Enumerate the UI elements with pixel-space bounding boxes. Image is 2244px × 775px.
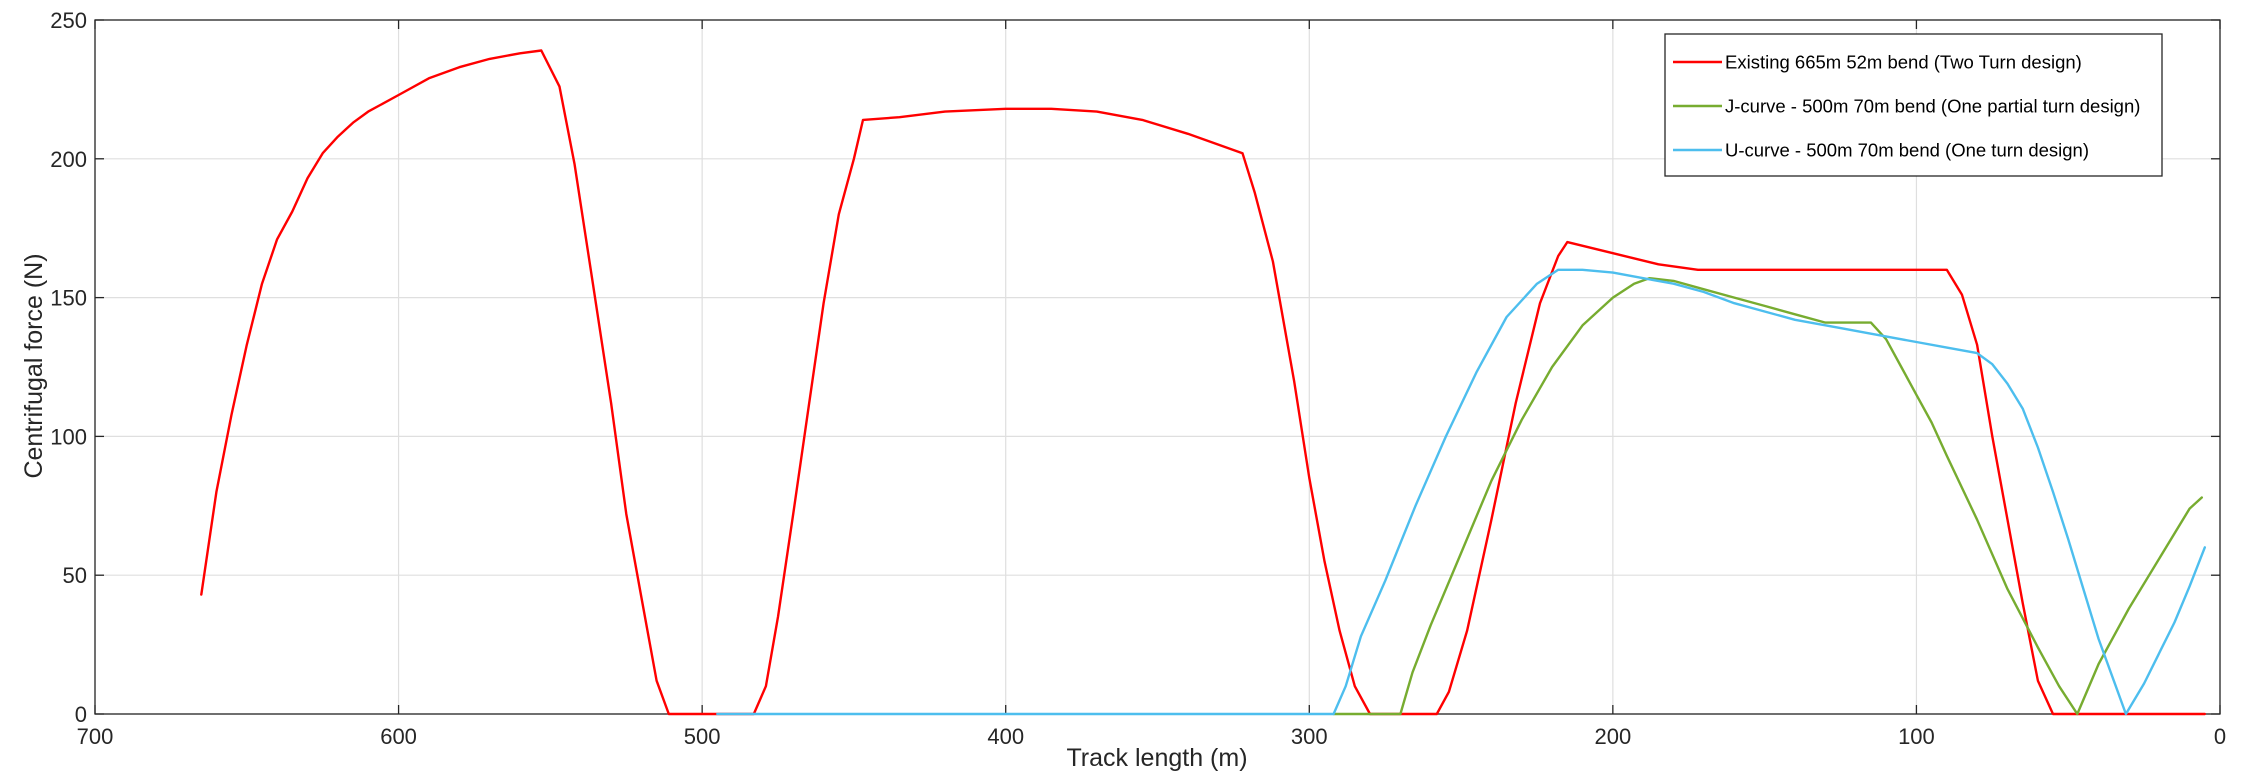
- x-tick-label: 300: [1291, 724, 1328, 749]
- x-axis-label: Track length (m): [1066, 744, 1247, 772]
- x-tick-label: 400: [987, 724, 1024, 749]
- y-tick-label: 0: [75, 702, 87, 727]
- legend-entry-3: U-curve - 500m 70m bend (One turn design…: [1725, 140, 2089, 161]
- y-tick-label: 150: [50, 286, 87, 311]
- x-tick-label: 500: [684, 724, 721, 749]
- y-tick-label: 100: [50, 424, 87, 449]
- y-axis-label: Centrifugal force (N): [20, 253, 48, 478]
- x-tick-label: 600: [380, 724, 417, 749]
- series-line-1: [200, 49, 2206, 716]
- y-tick-label: 50: [63, 563, 87, 588]
- series-line-2: [1332, 277, 2203, 716]
- legend-entry-1: Existing 665m 52m bend (Two Turn design): [1725, 52, 2082, 73]
- x-tick-label: 200: [1594, 724, 1631, 749]
- series-layer: [200, 49, 2206, 716]
- tick-labels: 700 600 500 400 300 200 100 0 0 50 100 150 200 250: [50, 8, 2226, 749]
- series-line-3: [716, 268, 2206, 716]
- legend: Existing 665m 52m bend (Two Turn design)…: [1664, 33, 2163, 177]
- legend-entry-2: J-curve - 500m 70m bend (One partial tur…: [1725, 96, 2140, 117]
- x-tick-label: 100: [1898, 724, 1935, 749]
- y-tick-label: 250: [50, 8, 87, 33]
- y-tick-label: 200: [50, 147, 87, 172]
- legend-box: [1664, 33, 2163, 177]
- x-tick-label: 700: [77, 724, 114, 749]
- x-tick-label: 0: [2214, 724, 2226, 749]
